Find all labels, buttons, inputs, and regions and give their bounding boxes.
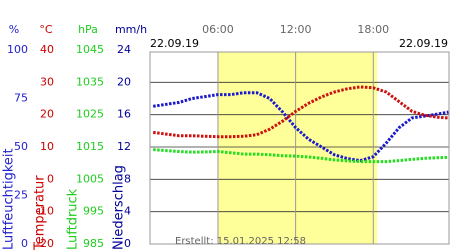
- axis-title: Niederschlag: [112, 165, 127, 250]
- daylight-band: [217, 52, 378, 244]
- y-tick-label: 985: [83, 237, 104, 250]
- y-tick-label: 1045: [76, 43, 104, 56]
- y-tick-label: 0: [21, 237, 28, 250]
- y-tick-label: 40: [40, 43, 54, 56]
- y-tick-label: -10: [36, 205, 54, 218]
- axis-title: Luftfeuchtigkeit: [2, 148, 17, 250]
- y-tick-label: 20: [40, 108, 54, 121]
- axis-title: Luftdruck: [66, 188, 81, 250]
- y-tick-label: 20: [117, 75, 131, 88]
- y-tick-label: 50: [14, 140, 28, 153]
- y-tick-label: 1015: [76, 140, 104, 153]
- axis-unit: %: [9, 23, 19, 36]
- axis-unit: hPa: [78, 23, 98, 36]
- plot-border: [149, 51, 450, 245]
- series-line: [153, 148, 449, 164]
- axis-unit: mm/h: [115, 23, 147, 36]
- y-tick-label: 16: [117, 108, 131, 121]
- y-tick-label: 995: [83, 205, 104, 218]
- y-tick-label: -20: [36, 237, 54, 250]
- y-tick-label: 24: [117, 43, 131, 56]
- y-tick-label: 1005: [76, 172, 104, 185]
- y-tick-label: 12: [117, 140, 131, 153]
- y-tick-label: 8: [124, 172, 131, 185]
- y-tick-label: 100: [7, 43, 28, 56]
- y-tick-label: 4: [124, 205, 131, 218]
- y-tick-label: 25: [14, 189, 28, 202]
- y-tick-label: 0: [124, 237, 131, 250]
- axis-unit: °C: [39, 23, 53, 36]
- date-right: 22.09.19: [399, 37, 448, 50]
- axis-title: Temperatur: [33, 175, 48, 250]
- y-tick-label: 30: [40, 75, 54, 88]
- footer: Erstellt: 15.01.2025 12:58: [175, 236, 306, 247]
- y-tick-label: 0: [47, 172, 54, 185]
- y-tick-label: 75: [14, 92, 28, 105]
- y-tick-label: 1025: [76, 108, 104, 121]
- y-tick-label: 1035: [76, 75, 104, 88]
- x-tick-label: 06:00: [202, 23, 234, 36]
- series-line: [153, 85, 449, 139]
- x-tick-label: 18:00: [357, 23, 389, 36]
- x-tick-label: 12:00: [280, 23, 312, 36]
- y-tick-label: 10: [40, 140, 54, 153]
- date-left: 22.09.19: [150, 37, 199, 50]
